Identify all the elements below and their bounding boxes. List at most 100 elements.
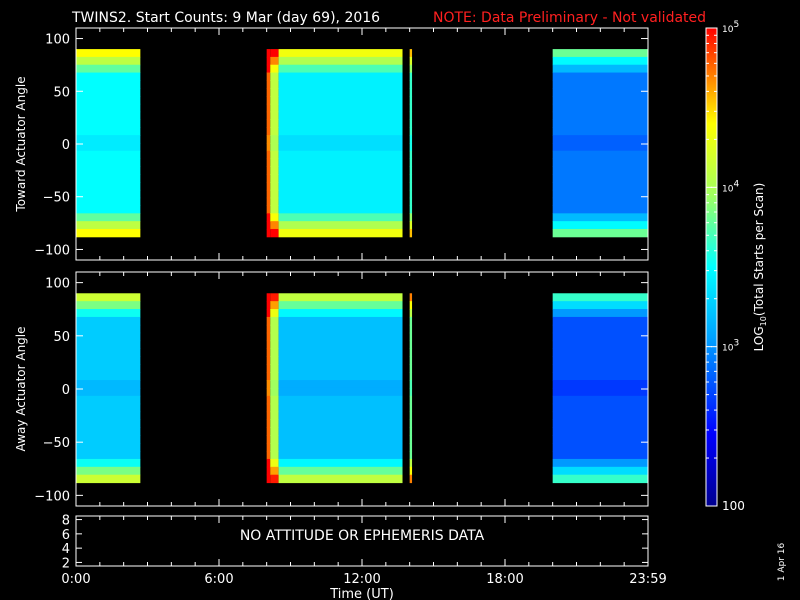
heatmap-cell bbox=[278, 135, 403, 144]
heatmap-cell bbox=[76, 213, 141, 222]
heatmap-cell bbox=[552, 119, 648, 128]
heatmap-cell bbox=[278, 364, 403, 373]
heatmap-cell bbox=[266, 103, 271, 113]
heatmap-cell bbox=[266, 411, 271, 420]
heatmap-cell bbox=[76, 182, 141, 191]
heatmap-cell bbox=[409, 174, 413, 183]
heatmap-cell bbox=[409, 466, 413, 476]
preliminary-note: NOTE: Data Preliminary - Not validated bbox=[433, 10, 706, 26]
heatmap-cell bbox=[76, 135, 141, 144]
heatmap-cell bbox=[409, 380, 413, 389]
heatmap-cell bbox=[409, 301, 413, 310]
heatmap-cell bbox=[409, 166, 413, 175]
heatmap-cell bbox=[270, 332, 279, 342]
heatmap-cell bbox=[266, 166, 271, 175]
heatmap-cell bbox=[409, 197, 413, 207]
heatmap-cell bbox=[270, 189, 279, 199]
data-segment bbox=[409, 293, 413, 484]
heatmap-cell bbox=[409, 142, 413, 152]
heatmap-cell bbox=[76, 372, 141, 381]
heatmap-cell bbox=[552, 309, 648, 318]
heatmap-cell bbox=[409, 150, 413, 160]
generation-date: 1 Apr 16 bbox=[777, 542, 787, 581]
heatmap-cell bbox=[409, 119, 413, 128]
heatmap-cell bbox=[76, 72, 141, 81]
heatmap-cell bbox=[552, 49, 648, 58]
heatmap-cell bbox=[270, 293, 279, 302]
heatmap-cell bbox=[552, 135, 648, 144]
heatmap-cell bbox=[552, 103, 648, 113]
heatmap-cell bbox=[409, 356, 413, 365]
heatmap-cell bbox=[76, 309, 141, 318]
heatmap-cell bbox=[278, 158, 403, 167]
heatmap-cell bbox=[270, 96, 279, 105]
heatmap-cell bbox=[76, 419, 141, 428]
data-segment bbox=[278, 49, 403, 238]
heatmap-cell bbox=[76, 443, 141, 452]
heatmap-cell bbox=[76, 474, 141, 484]
colorbar-tick-label: 100 bbox=[722, 499, 745, 513]
heatmap-cell bbox=[552, 213, 648, 222]
heatmap-cell bbox=[270, 213, 279, 222]
heatmap-cell bbox=[409, 158, 413, 167]
heatmap-cell bbox=[409, 451, 413, 460]
y-tick-label: 2 bbox=[62, 556, 70, 571]
heatmap-cell bbox=[278, 189, 403, 199]
heatmap-cell bbox=[270, 174, 279, 183]
heatmap-cell bbox=[270, 119, 279, 128]
heatmap-cell bbox=[266, 111, 271, 120]
heatmap-cell bbox=[552, 64, 648, 74]
y-axis-label: Away Actuator Angle bbox=[14, 326, 28, 451]
heatmap-cell bbox=[270, 158, 279, 167]
y-tick-label: 4 bbox=[62, 542, 70, 557]
heatmap-cell bbox=[266, 174, 271, 183]
heatmap-cell bbox=[552, 301, 648, 310]
heatmap-cell bbox=[266, 309, 271, 318]
y-tick-label: 50 bbox=[53, 85, 70, 100]
y-tick-label: 50 bbox=[53, 330, 70, 345]
x-tick-label: 0:00 bbox=[61, 572, 90, 587]
heatmap-cell bbox=[552, 189, 648, 199]
data-segment bbox=[552, 293, 648, 484]
heatmap-cell bbox=[76, 64, 141, 74]
heatmap-cell bbox=[552, 56, 648, 66]
heatmap-cell bbox=[409, 411, 413, 420]
heatmap-cell bbox=[76, 111, 141, 120]
y-tick-label: −50 bbox=[43, 191, 70, 206]
heatmap-cell bbox=[76, 228, 141, 238]
heatmap-cell bbox=[278, 387, 403, 397]
heatmap-cell bbox=[270, 427, 279, 436]
heatmap-cell bbox=[278, 80, 403, 89]
x-axis-label: Time (UT) bbox=[329, 587, 394, 600]
heatmap-cell bbox=[278, 119, 403, 128]
heatmap-cell bbox=[552, 356, 648, 365]
heatmap-cell bbox=[552, 142, 648, 152]
heatmap-cell bbox=[76, 56, 141, 66]
data-segment bbox=[409, 49, 413, 238]
heatmap-cell bbox=[552, 72, 648, 81]
heatmap-cell bbox=[409, 88, 413, 97]
heatmap-cell bbox=[409, 324, 413, 334]
heatmap-cell bbox=[552, 221, 648, 230]
heatmap-cell bbox=[270, 197, 279, 207]
heatmap-cell bbox=[270, 103, 279, 113]
heatmap-cell bbox=[409, 189, 413, 199]
heatmap-cell bbox=[409, 80, 413, 89]
heatmap-cell bbox=[266, 466, 271, 476]
heatmap-cell bbox=[278, 72, 403, 81]
heatmap-cell bbox=[266, 356, 271, 365]
heatmap-cell bbox=[76, 80, 141, 89]
heatmap-cell bbox=[270, 451, 279, 460]
heatmap-cell bbox=[552, 348, 648, 357]
heatmap-cell bbox=[266, 340, 271, 349]
toward-angle-panel: −100 −50 0 50 100 Toward Actuator Angle bbox=[14, 27, 649, 261]
heatmap-cell bbox=[278, 182, 403, 191]
heatmap-cell bbox=[76, 451, 141, 460]
data-segment bbox=[270, 49, 279, 238]
heatmap-cell bbox=[270, 49, 279, 58]
heatmap-cell bbox=[552, 150, 648, 160]
heatmap-cell bbox=[552, 127, 648, 136]
heatmap-cell bbox=[552, 205, 648, 214]
heatmap-cell bbox=[552, 387, 648, 397]
heatmap-cell bbox=[266, 380, 271, 389]
